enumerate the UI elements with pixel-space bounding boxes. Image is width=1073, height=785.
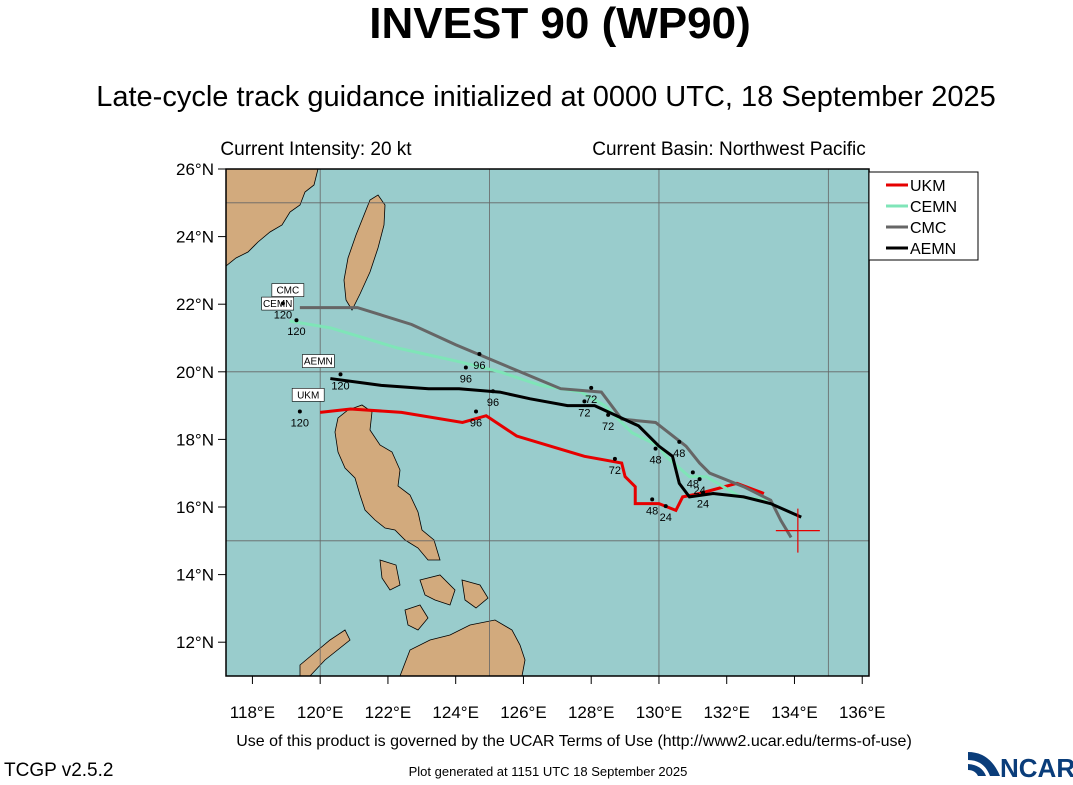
map-area: 24487296120UKM24487296120CEMN487296120CM… <box>226 169 869 676</box>
hour-dot <box>690 470 695 475</box>
legend <box>868 171 979 261</box>
y-tick-label: 16°N <box>176 498 214 517</box>
track-tag-label: AEMN <box>304 357 333 368</box>
hour-dot <box>663 504 668 509</box>
track-tag <box>261 296 294 311</box>
hour-label: 72 <box>578 407 590 419</box>
x-tick-label: 130°E <box>636 703 683 722</box>
hour-label: 72 <box>609 465 621 477</box>
x-tick-label: 122°E <box>365 703 412 722</box>
hour-dot <box>297 409 302 414</box>
track <box>330 377 802 519</box>
track-tag <box>271 283 305 297</box>
track-tag <box>302 354 335 368</box>
hour-label: 96 <box>470 418 482 430</box>
ocean <box>226 169 869 676</box>
track-tag <box>291 388 325 402</box>
hour-label: 24 <box>660 512 672 524</box>
hour-dot <box>477 352 482 357</box>
title: INVEST 90 (WP90) <box>369 0 750 48</box>
generated: Plot generated at 1151 UTC 18 September … <box>409 764 688 779</box>
hour-label: 96 <box>460 374 472 386</box>
hour-dot <box>474 409 479 414</box>
terms: Use of this product is governed by the U… <box>236 733 912 750</box>
hour-dot <box>589 385 594 390</box>
y-tick-label: 20°N <box>176 363 214 382</box>
hour-label: 48 <box>646 505 658 517</box>
legend-box <box>868 171 979 261</box>
hour-dot <box>490 389 495 394</box>
land <box>226 169 526 676</box>
hour-label: 24 <box>697 499 709 511</box>
x-tick-label: 120°E <box>297 703 344 722</box>
hour-dot <box>338 372 343 377</box>
logo: NCAR <box>968 752 1073 783</box>
x-tick-label: 136°E <box>839 703 886 722</box>
legend-label: AEMN <box>910 241 956 258</box>
hour-dot <box>280 301 285 306</box>
hour-dot <box>650 497 655 502</box>
legend-label: UKM <box>910 178 946 195</box>
hour-label: 120 <box>274 309 292 321</box>
hour-label: 96 <box>487 397 499 409</box>
current-position <box>775 508 820 553</box>
x-tick-label: 134°E <box>771 703 818 722</box>
hour-label: 96 <box>473 360 485 372</box>
hour-label: 48 <box>687 478 699 490</box>
basin: Current Basin: Northwest Pacific <box>592 139 866 160</box>
legend-label: CEMN <box>910 199 957 216</box>
hour-label: 120 <box>331 380 349 392</box>
hour-dot <box>582 399 587 404</box>
track-tag-label: CMC <box>276 286 299 297</box>
y-tick-label: 24°N <box>176 228 214 247</box>
x-tick-label: 132°E <box>703 703 750 722</box>
hour-dot <box>294 318 299 323</box>
intensity: Current Intensity: 20 kt <box>220 139 412 160</box>
hour-label: 72 <box>585 394 597 406</box>
y-tick-label: 26°N <box>176 160 214 179</box>
x-tick-label: 124°E <box>432 703 479 722</box>
hour-label: 120 <box>291 418 309 430</box>
hour-dot <box>697 477 702 482</box>
hour-label: 120 <box>287 326 305 338</box>
logo-mark <box>968 752 1000 776</box>
x-tick-label: 128°E <box>568 703 615 722</box>
hour-label: 48 <box>673 448 685 460</box>
y-tick-label: 22°N <box>176 295 214 314</box>
hour-dot <box>612 456 617 461</box>
track <box>299 306 793 539</box>
hour-dot <box>463 365 468 370</box>
track-tag-label: UKM <box>297 390 319 401</box>
x-tick-label: 118°E <box>230 703 275 722</box>
y-tick-label: 12°N <box>176 633 214 652</box>
map-frame <box>225 168 870 677</box>
track-tag-label: CEMN <box>263 299 292 310</box>
hour-label: 48 <box>649 455 661 467</box>
hour-dot <box>677 439 682 444</box>
track <box>289 319 768 502</box>
subtitle: Late-cycle track guidance initialized at… <box>96 81 996 113</box>
y-tick-label: 18°N <box>176 430 214 449</box>
legend-label: CMC <box>910 220 946 237</box>
y-tick-label: 14°N <box>176 566 214 585</box>
logo-text: NCAR <box>1000 753 1073 780</box>
hour-label: 24 <box>693 485 705 497</box>
hour-label: 72 <box>602 421 614 433</box>
version: TCGP v2.5.2 <box>4 760 113 780</box>
track <box>320 407 765 513</box>
x-tick-label: 126°E <box>500 703 547 722</box>
hour-dot <box>653 446 658 451</box>
